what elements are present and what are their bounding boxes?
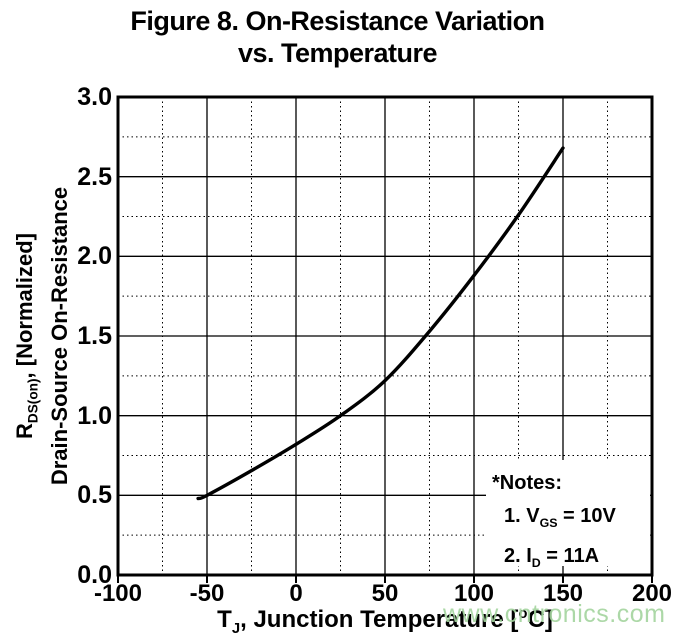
- x-tick-label-100: 100: [453, 580, 495, 607]
- figure-title-line2: vs. Temperature: [237, 38, 438, 68]
- notes-box: *Notes: 1. VGS = 10V 2. ID = 11A: [486, 460, 650, 570]
- x-axis-label: TJ, Junction Temperature [oC]: [217, 606, 553, 637]
- y-axis-label: RDS(on), [Normalized] Drain-Source On-Re…: [11, 97, 72, 575]
- y-tick-label-0.0: 0.0: [77, 561, 112, 589]
- x-tick-label-50: 50: [371, 580, 399, 607]
- figure-title-line1: Figure 8. On-Resistance Variation: [130, 6, 545, 36]
- y-tick-label-2.0: 2.0: [77, 242, 112, 271]
- x-tick-label-150: 150: [542, 580, 584, 607]
- notes-item-1: 1. VGS = 10V: [504, 505, 616, 530]
- x-tick-label--50: -50: [189, 580, 225, 607]
- y-tick-label-1.5: 1.5: [77, 322, 112, 350]
- x-tick-label-200: 200: [631, 580, 673, 607]
- y-axis-label-line1: RDS(on), [Normalized]: [12, 233, 41, 440]
- x-tick-label--100: -100: [93, 580, 143, 607]
- notes-item-2: 2. ID = 11A: [504, 545, 600, 570]
- series-curve-rdson: [196, 146, 565, 501]
- y-tick-label-1.0: 1.0: [77, 401, 112, 430]
- watermark-text: www.cntronics.com: [443, 600, 666, 628]
- y-tick-label-3.0: 3.0: [77, 83, 112, 111]
- x-tick-label-0: 0: [289, 580, 303, 607]
- y-tick-label-0.5: 0.5: [77, 481, 112, 510]
- y-axis-label-line2: Drain-Source On-Resistance: [47, 186, 73, 486]
- y-tick-label-2.5: 2.5: [77, 162, 112, 191]
- notes-header: *Notes:: [492, 472, 563, 494]
- figure-title: Figure 8. On-Resistance Variation vs. Te…: [0, 5, 675, 69]
- plot-border: [116, 95, 654, 577]
